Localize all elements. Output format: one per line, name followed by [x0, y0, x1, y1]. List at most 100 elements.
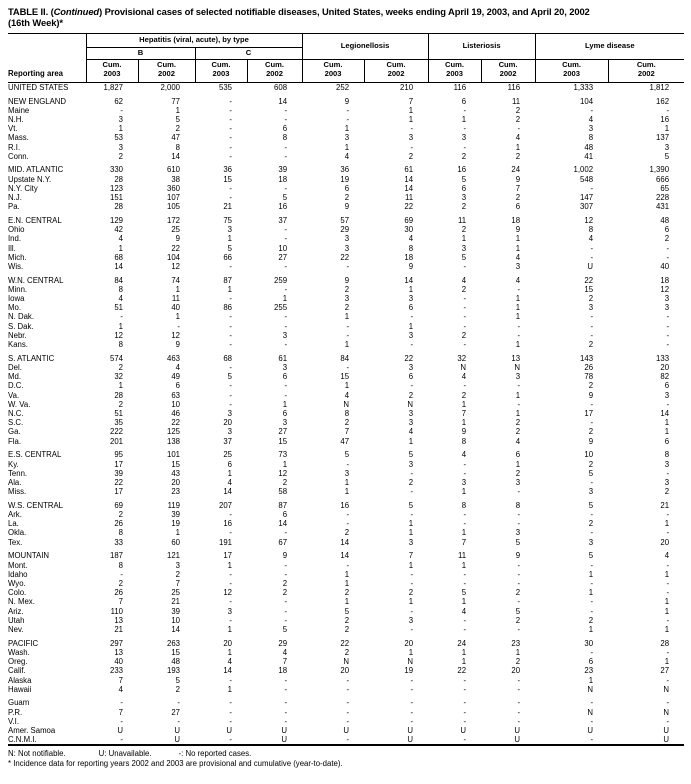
reporting-area-cell: N. Dak. [8, 312, 34, 322]
value-cell: 3 [408, 330, 414, 340]
value-cell: 1 [227, 468, 232, 478]
reporting-area-cell: Ala. [8, 477, 22, 487]
cum-header-legionellosis-2002: Cum. 2002 [363, 59, 429, 83]
value-cell: 77 [171, 96, 180, 106]
value-cell: 1 [344, 569, 350, 579]
value-cell: - [410, 698, 414, 708]
reporting-area-cell: Idaho [8, 569, 28, 579]
value-cell: 1 [344, 477, 350, 487]
value-cell: - [229, 133, 232, 143]
value-cell: 2 [461, 202, 467, 212]
value-cell: 1 [461, 114, 467, 124]
table-row: Mich. 68 104 66 27 22 18 5 4 - - [8, 253, 684, 262]
reporting-area-cell: Amer. Samoa [8, 726, 56, 736]
table-row: P.R. 7 27 - - - - - - N N [8, 708, 684, 717]
value-cell: - [666, 716, 670, 726]
value-cell: - [590, 597, 594, 607]
value-cell: 7 [515, 183, 521, 193]
reporting-area-cell: N.J. [8, 193, 22, 203]
value-cell: 23 [511, 638, 521, 648]
table-body: UNITED STATES 1,827 2,000 535 608 252 210 116 11… [8, 82, 684, 745]
table-row: Maine - 1 - - - 1 - 2 - - [8, 106, 684, 115]
value-cell: - [120, 569, 123, 579]
value-cell: 1 [118, 124, 123, 134]
value-cell: 4 [588, 234, 594, 244]
table-row: Tex. 33 60 191 67 14 3 7 5 3 20 [8, 538, 684, 547]
reporting-area-cell: Oreg. [8, 657, 28, 667]
value-cell: - [229, 578, 232, 588]
value-cell: 4 [227, 657, 232, 667]
value-cell: 3 [227, 225, 232, 235]
value-cell: 14 [404, 275, 414, 285]
value-cell: - [463, 624, 467, 634]
value-cell: 1 [344, 487, 350, 497]
value-cell: 7 [118, 675, 123, 685]
value-cell: 1 [227, 234, 232, 244]
reporting-area-cell: P.R. [8, 707, 23, 717]
reporting-area-cell: Del. [8, 363, 22, 372]
reporting-area-cell: La. [8, 519, 19, 529]
table-row: D.C. 1 6 - - 1 - - - 2 6 [8, 381, 684, 390]
value-cell: - [229, 142, 232, 152]
value-cell: 12 [584, 215, 594, 225]
value-cell: - [463, 735, 467, 745]
value-cell: - [229, 193, 232, 203]
value-cell: 1 [227, 684, 232, 694]
reporting-area-cell: Va. [8, 390, 20, 400]
value-cell: 8 [282, 133, 288, 143]
value-cell: 252 [336, 82, 350, 92]
value-cell: 53 [114, 133, 123, 143]
value-cell: 3 [588, 124, 594, 134]
value-cell: 116 [507, 82, 521, 92]
reporting-area-cell: Alaska [8, 675, 32, 685]
value-cell: - [463, 105, 467, 115]
value-cell: - [120, 716, 123, 726]
value-cell: 2 [408, 477, 414, 487]
value-cell: - [666, 312, 670, 322]
value-cell: 3 [175, 560, 180, 570]
value-cell: - [284, 615, 288, 625]
value-cell: 222 [109, 427, 123, 437]
value-cell: 104 [166, 252, 180, 262]
value-cell: 21 [114, 624, 123, 634]
value-cell: 1 [664, 597, 670, 607]
reporting-area-cell: Hawaii [8, 684, 32, 694]
value-cell: 48 [584, 142, 594, 152]
value-cell: 3 [515, 372, 521, 382]
value-cell: 27 [278, 427, 288, 437]
table-row: C.N.M.I. - U - U - U - U - U [8, 735, 684, 745]
value-cell: 20 [340, 666, 350, 676]
value-cell: U [281, 726, 288, 736]
value-cell: 5 [461, 174, 467, 184]
value-cell: 1 [515, 243, 521, 253]
value-cell: 8 [515, 500, 521, 510]
value-cell: 8 [588, 225, 594, 235]
value-cell: 25 [223, 450, 232, 460]
value-cell: 330 [109, 165, 123, 175]
reporting-area-cell: Fla. [8, 436, 21, 446]
table-row: Mass. 53 47 - 8 3 3 3 4 8 137 [8, 133, 684, 142]
value-cell: 3 [461, 193, 467, 203]
value-cell: 2 [588, 519, 594, 529]
value-cell: 4 [175, 363, 180, 372]
value-cell: 535 [218, 82, 232, 92]
value-cell: 9 [408, 261, 414, 271]
value-cell: 7 [461, 537, 467, 547]
reporting-area-cell: E.S. CENTRAL [8, 450, 62, 460]
table-row: Utah 13 10 - - 2 3 - 2 2 - [8, 616, 684, 625]
value-cell: 1 [118, 243, 123, 253]
value-cell: 107 [166, 193, 180, 203]
value-cell: 14 [223, 487, 232, 497]
value-cell: - [463, 459, 467, 469]
value-cell: - [120, 698, 123, 708]
table-row: Miss. 17 23 14 58 1 - 1 - 3 2 [8, 487, 684, 496]
value-cell: 3 [408, 418, 414, 428]
value-cell: 1 [408, 105, 414, 115]
value-cell: 1 [664, 519, 670, 529]
value-cell: 2 [118, 510, 123, 520]
value-cell: 32 [457, 353, 467, 363]
table-row: Wash. 13 15 1 4 2 1 1 1 - - [8, 648, 684, 657]
value-cell: 1 [227, 624, 232, 634]
value-cell: 1 [664, 427, 670, 437]
value-cell: - [590, 477, 594, 487]
